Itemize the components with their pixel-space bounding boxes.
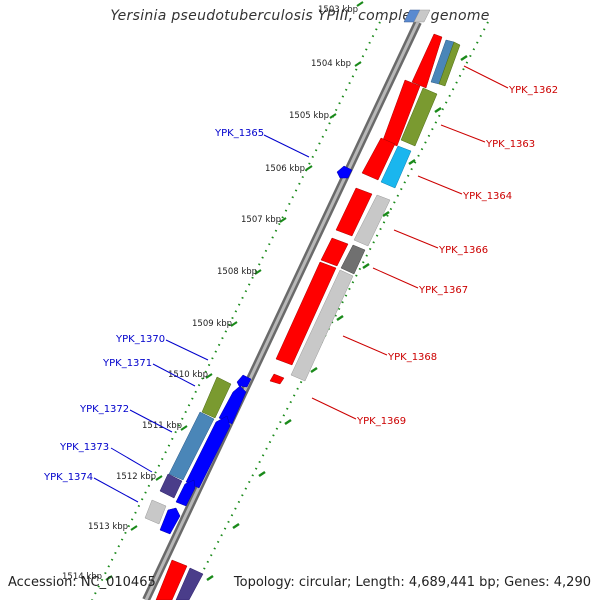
kbp-tick: 1510 kbp <box>168 370 213 380</box>
gene-block <box>175 567 204 600</box>
gene-label-ypk-1368[interactable]: YPK_1368 <box>387 352 437 363</box>
genome-title: Yersinia pseudotuberculosis YPIII, compl… <box>110 8 490 24</box>
gene-arrow <box>335 187 373 237</box>
gene-block <box>168 411 215 481</box>
gene-block <box>290 269 354 382</box>
kbp-label: 1512 kbp <box>116 472 156 482</box>
gene-label-ypk-1366[interactable]: YPK_1366 <box>438 245 488 256</box>
gene-arrow <box>320 237 349 267</box>
kbp-tick: 1506 kbp <box>265 164 313 174</box>
right-gene-labels: YPK_1362 YPK_1363 YPK_1364 YPK_1366 YPK_… <box>311 65 558 427</box>
kbp-label: 1510 kbp <box>168 370 208 380</box>
gene-label-ypk-1370[interactable]: YPK_1370 <box>115 334 165 345</box>
gene-block <box>159 473 183 499</box>
kbp-label: 1511 kbp <box>142 421 182 431</box>
gene-arrow <box>218 385 247 425</box>
gene-arrow <box>275 261 337 366</box>
kbp-tick: 1505 kbp <box>289 111 337 121</box>
gene-block <box>438 41 461 87</box>
kbp-label: 1507 kbp <box>241 215 281 225</box>
gene-block <box>201 376 232 419</box>
gene-arrow <box>155 559 188 600</box>
genome-backbone <box>142 20 422 600</box>
kbp-label: 1514 kbp <box>62 572 102 582</box>
inner-track-ticks <box>206 54 468 582</box>
gene-block <box>400 87 438 147</box>
kbp-tick: 1503 kbp <box>318 1 364 15</box>
gene-arrow <box>336 165 353 179</box>
kbp-label: 1503 kbp <box>318 5 358 15</box>
gene-label-ypk-1374[interactable]: YPK_1374 <box>43 472 93 483</box>
gene-block <box>413 9 431 23</box>
gene-arrow <box>159 507 181 535</box>
kbp-label: 1506 kbp <box>265 164 305 174</box>
gene-label-ypk-1363[interactable]: YPK_1363 <box>485 139 535 150</box>
gene-label-ypk-1362[interactable]: YPK_1362 <box>508 85 558 96</box>
kbp-label: 1504 kbp <box>311 59 351 69</box>
gene-label-ypk-1371[interactable]: YPK_1371 <box>102 358 152 369</box>
gene-arrow <box>361 137 396 181</box>
kbp-tick: 1509 kbp <box>192 319 238 329</box>
left-gene-labels: YPK_1365 YPK_1370 YPK_1371 YPK_1372 YPK_… <box>43 128 310 503</box>
kbp-label: 1508 kbp <box>217 267 257 277</box>
gene-arrow <box>236 374 252 388</box>
kbp-label: 1505 kbp <box>289 111 329 121</box>
kbp-tick: 1511 kbp <box>142 421 188 431</box>
gene-block <box>144 499 167 525</box>
gene-label-ypk-1367[interactable]: YPK_1367 <box>418 285 468 296</box>
gene-label-ypk-1373[interactable]: YPK_1373 <box>59 442 109 453</box>
kbp-ticks: 1503 kbp 1504 kbp 1505 kbp 1506 kbp 1507… <box>62 1 364 582</box>
kbp-label: 1513 kbp <box>88 522 128 532</box>
gene-arrow <box>411 33 443 89</box>
gene-arrow <box>382 79 421 147</box>
kbp-label: 1509 kbp <box>192 319 232 329</box>
gene-block <box>380 145 412 189</box>
gene-block <box>353 194 391 247</box>
kbp-tick: 1507 kbp <box>241 215 287 225</box>
gene-label-ypk-1364[interactable]: YPK_1364 <box>462 191 512 202</box>
gene-label-ypk-1369[interactable]: YPK_1369 <box>356 416 406 427</box>
gene-arrow <box>175 479 196 507</box>
gene-arrow <box>269 373 285 385</box>
topology-text: Topology: circular; Length: 4,689,441 bp… <box>233 575 591 590</box>
forward-strand-genes <box>155 9 461 600</box>
reverse-strand-genes <box>144 165 353 535</box>
kbp-tick: 1512 kbp <box>116 472 163 482</box>
accession-text: Accession: NC_010465 <box>8 575 156 590</box>
outer-tick-line <box>91 21 381 600</box>
inner-tick-line <box>187 21 489 600</box>
gene-block <box>340 244 366 275</box>
gene-arrow <box>185 415 231 489</box>
kbp-tick: 1504 kbp <box>311 59 362 69</box>
kbp-tick: 1513 kbp <box>88 522 138 532</box>
kbp-tick: 1508 kbp <box>217 267 262 277</box>
gene-label-ypk-1365[interactable]: YPK_1365 <box>214 128 264 139</box>
gene-label-ypk-1372[interactable]: YPK_1372 <box>79 404 129 415</box>
kbp-tick: 1514 kbp <box>62 572 113 582</box>
